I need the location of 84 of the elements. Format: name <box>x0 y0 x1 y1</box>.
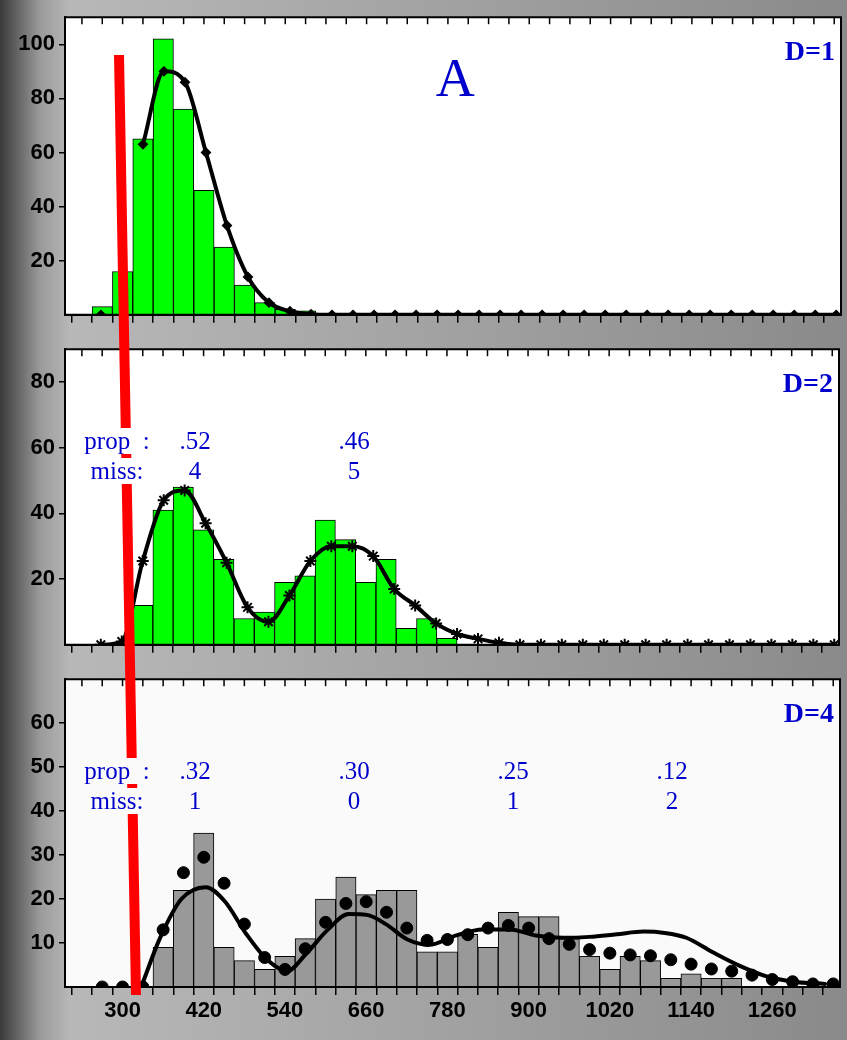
point <box>461 928 475 942</box>
point <box>179 77 190 88</box>
annotation: .32 <box>177 757 213 785</box>
y-tick-label: 80 <box>30 368 55 394</box>
point <box>420 933 434 947</box>
point <box>643 949 657 963</box>
x-tick-label: 1140 <box>667 997 715 1023</box>
y-tick-label: 30 <box>30 841 55 867</box>
point <box>217 876 231 890</box>
x-tick-label: 660 <box>347 997 385 1023</box>
annotation: prop : <box>82 757 152 785</box>
point <box>623 948 637 962</box>
x-tick-label: 1260 <box>747 997 797 1023</box>
y-tick-label: 80 <box>30 84 55 110</box>
point <box>298 942 312 956</box>
point <box>137 139 148 150</box>
y-tick-label: 40 <box>30 797 55 823</box>
point <box>481 921 495 935</box>
point <box>562 937 576 951</box>
point <box>806 977 820 987</box>
annotation: prop : <box>82 427 152 455</box>
y-tick-label: 20 <box>30 885 55 911</box>
point <box>684 957 698 971</box>
annotation: 5 <box>345 457 363 485</box>
annotation: .52 <box>177 427 213 455</box>
y-tick-label: 20 <box>30 565 55 591</box>
annotation: 1 <box>504 787 522 815</box>
annotation: .25 <box>495 757 531 785</box>
annotation: 1 <box>186 787 204 815</box>
point <box>603 946 617 960</box>
point <box>542 932 556 946</box>
point <box>440 933 454 947</box>
point <box>400 921 414 935</box>
x-tick-label: 300 <box>104 997 141 1023</box>
text: A <box>435 48 475 109</box>
annotation: .12 <box>654 757 690 785</box>
x-tick-label: 420 <box>185 997 223 1023</box>
point <box>158 66 169 77</box>
point <box>156 923 170 937</box>
y-tick-label: 40 <box>30 192 55 218</box>
x-tick-label: 780 <box>429 997 466 1023</box>
point <box>197 850 211 864</box>
point <box>339 896 353 910</box>
annotation: miss: <box>88 457 146 485</box>
annotation: miss: <box>88 787 146 815</box>
annotation: D=2 <box>782 367 833 399</box>
point <box>522 921 536 935</box>
annotation: .30 <box>336 757 372 785</box>
x-tick-label: 540 <box>266 997 304 1023</box>
point <box>826 977 840 987</box>
x-tick-label: 900 <box>510 997 548 1023</box>
y-tick-label: 100 <box>18 30 55 56</box>
point <box>176 866 190 880</box>
point <box>237 917 251 931</box>
point <box>380 905 394 919</box>
annotation: .46 <box>336 427 372 455</box>
y-tick-label: 10 <box>30 929 55 955</box>
y-tick-label: 40 <box>30 499 55 525</box>
annotation: D=1 <box>784 35 835 67</box>
point <box>359 895 373 909</box>
y-tick-label: 60 <box>30 433 55 459</box>
y-tick-label: 60 <box>30 709 55 735</box>
y-tick-label: 20 <box>30 246 55 272</box>
point <box>583 943 597 957</box>
point <box>664 953 678 967</box>
annotation: 2 <box>663 787 681 815</box>
x-tick-label: 1020 <box>585 997 635 1023</box>
point <box>258 951 272 965</box>
point <box>501 918 515 932</box>
annotation: 0 <box>345 787 363 815</box>
point <box>704 962 718 976</box>
annotation: D=4 <box>783 697 834 729</box>
point <box>200 147 211 158</box>
y-tick-label: 50 <box>30 753 55 779</box>
point <box>242 271 253 282</box>
point <box>786 975 800 987</box>
point <box>725 964 739 978</box>
point <box>319 915 333 929</box>
point <box>285 306 296 315</box>
point <box>765 973 779 987</box>
point <box>221 220 232 231</box>
annotation: 4 <box>186 457 204 485</box>
y-tick-label: 60 <box>30 138 55 164</box>
point <box>745 968 759 982</box>
